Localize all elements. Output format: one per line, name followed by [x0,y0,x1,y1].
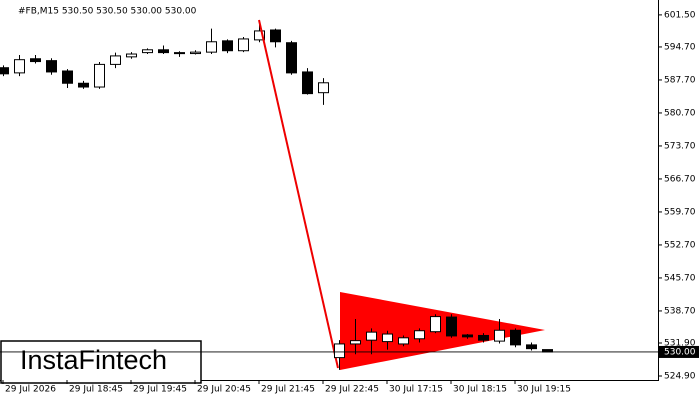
x-tick-label: 29 Jul 18:45 [69,385,123,395]
y-tick-label: 552.70 [664,240,696,250]
candle-body [510,329,521,346]
candle-body [206,41,217,53]
logo-box [0,340,202,384]
plot [0,21,329,105]
candle-body [302,71,313,95]
candle-body [366,331,377,341]
pattern-pennant [340,292,545,370]
candle-body [222,40,233,52]
candle-body [174,52,185,55]
candle-body [430,316,441,333]
candle-body [126,53,137,58]
candle-body [350,340,361,345]
x-tick-label: 29 Jul 2026 [5,385,56,395]
x-tick-label: 30 Jul 17:15 [389,385,443,395]
last-price-box [659,345,699,358]
candle-body [142,49,153,54]
y-tick-label: 538.70 [664,306,696,316]
pattern-pole [258,19,339,369]
last-price-label: 530.00 [664,347,696,357]
candle-body [0,67,9,75]
candle-body [286,42,297,74]
candle-body [78,82,89,88]
candle-body [382,333,393,343]
y-tick-label: 587.70 [664,75,696,85]
y-tick-label: 524.90 [664,371,696,381]
candle-body [46,60,57,73]
candle-body [254,30,265,41]
candle-body [318,82,329,94]
candle-body [414,330,425,340]
chart-title: #FB,M15 530.50 530.50 530.00 530.00 [18,7,197,17]
y-tick-label: 580.70 [664,108,696,118]
candle-body [238,38,249,52]
candle-body [446,316,457,337]
y-tick-label: 531.90 [664,338,696,348]
candle-body [158,49,169,54]
candle-body [398,337,409,345]
candle-body [110,55,121,65]
candle-body [190,51,201,55]
candles-overlay [334,314,553,370]
candle-body [270,29,281,43]
candle-body [62,70,73,84]
y-tick-label: 594.70 [664,42,696,52]
logo: InstaFintech [20,345,167,375]
y-tick-label: 566.70 [664,174,696,184]
candle-body [334,343,345,359]
y-tick-label: 573.70 [664,141,696,151]
y-tick-label: 559.70 [664,207,696,217]
candle-body [462,334,473,338]
y-tick-label: 545.70 [664,273,696,283]
candle-body [526,344,537,350]
candle-body [30,58,41,63]
x-tick-label: 29 Jul 19:45 [133,385,187,395]
x-tick-label: 30 Jul 19:15 [517,385,571,395]
candle-body [494,329,505,342]
x-tick-label: 30 Jul 18:15 [453,385,507,395]
x-tick-label: 29 Jul 22:45 [325,385,379,395]
x-tick-label: 29 Jul 21:45 [261,385,315,395]
candle-body [94,63,105,88]
x-tick-label: 29 Jul 20:45 [197,385,251,395]
candle-body [14,59,25,74]
candle-body [478,334,489,341]
y-tick-label: 601.50 [664,10,696,20]
